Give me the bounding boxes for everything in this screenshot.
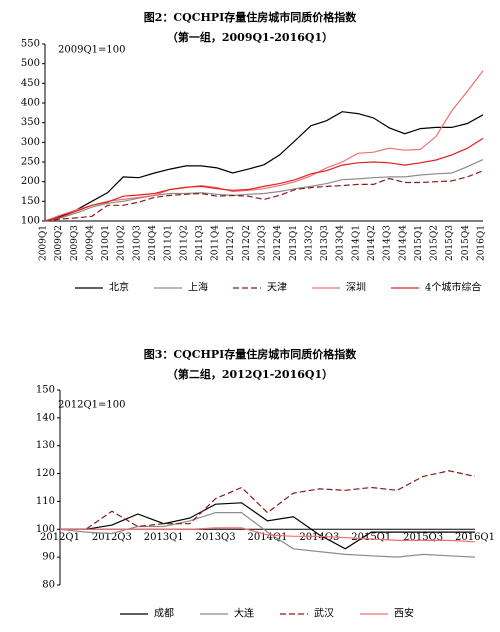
x-tick-label: 2012Q1 (226, 225, 236, 261)
annotation: 2012Q1=100 (58, 400, 125, 411)
x-tick-label: 2011Q4 (211, 225, 221, 261)
y-tick-label: 90 (42, 552, 55, 563)
x-tick-label: 2015Q1 (351, 532, 391, 543)
legend-label: 上海 (188, 281, 208, 294)
x-tick-label: 2009Q3 (70, 225, 80, 261)
x-tick-label: 2014Q2 (367, 225, 377, 261)
x-tick-label: 2015Q2 (430, 225, 440, 261)
x-tick-label: 2014Q1 (351, 225, 361, 261)
x-tick-label: 2013Q3 (320, 225, 330, 261)
chart-subtitle: （第一组，2009Q1-2016Q1） (167, 30, 333, 44)
legend-label: 大连 (234, 607, 254, 620)
legend-label: 北京 (109, 281, 129, 294)
chart-subtitle: （第二组，2012Q1-2016Q1） (167, 367, 333, 381)
annotation: 2009Q1=100 (58, 45, 125, 56)
y-tick-label: 150 (36, 385, 55, 396)
x-tick-label: 2014Q4 (398, 225, 408, 261)
series-line (44, 170, 484, 222)
x-tick-label: 2011Q1 (164, 225, 174, 261)
x-tick-label: 2009Q2 (54, 225, 64, 261)
y-tick-label: 300 (21, 137, 40, 148)
x-tick-label: 2012Q4 (273, 225, 283, 261)
y-tick-label: 500 (21, 58, 40, 69)
y-tick-label: 200 (21, 176, 40, 187)
y-tick-label: 80 (42, 580, 55, 591)
y-tick-label: 450 (21, 78, 40, 89)
y-tick-label: 100 (36, 524, 55, 535)
chart-title: 图3：CQCHPI存量住房城市同质价格指数 (144, 347, 358, 361)
x-tick-label: 2009Q4 (85, 225, 95, 261)
x-tick-label: 2011Q3 (195, 225, 205, 261)
legend-label: 武汉 (314, 607, 334, 620)
x-tick-label: 2010Q2 (117, 225, 127, 261)
y-tick-label: 250 (21, 157, 40, 168)
x-tick-label: 2009Q1 (39, 225, 49, 261)
y-tick-label: 400 (21, 98, 40, 109)
legend-label: 成都 (154, 608, 174, 620)
y-tick-label: 100 (21, 216, 40, 227)
series-line (44, 111, 484, 222)
x-tick-label: 2016Q1 (455, 532, 495, 543)
x-tick-label: 2013Q3 (196, 532, 236, 543)
x-tick-label: 2013Q1 (144, 532, 184, 543)
chart-title: 图2：CQCHPI存量住房城市同质价格指数 (144, 10, 358, 24)
x-tick-label: 2014Q3 (383, 225, 393, 261)
x-tick-label: 2015Q1 (414, 225, 424, 261)
x-tick-label: 2012Q3 (92, 532, 132, 543)
x-tick-label: 2013Q4 (336, 225, 346, 261)
x-tick-label: 2012Q3 (258, 225, 268, 261)
series-line (44, 70, 484, 222)
x-tick-label: 2015Q4 (461, 225, 471, 261)
y-tick-label: 150 (21, 196, 40, 207)
series-line (44, 159, 484, 222)
x-tick-label: 2010Q3 (132, 225, 142, 261)
x-tick-label: 2012Q2 (242, 225, 252, 261)
x-tick-label: 2014Q3 (299, 532, 339, 543)
x-tick-label: 2015Q3 (403, 532, 443, 543)
series-line (60, 470, 476, 530)
x-tick-label: 2013Q1 (289, 225, 299, 261)
x-tick-label: 2015Q3 (445, 225, 455, 261)
y-tick-label: 550 (21, 39, 40, 50)
series-line (60, 527, 476, 543)
series-line (44, 137, 484, 222)
legend-label: 西安 (394, 607, 414, 620)
series-line (60, 502, 475, 550)
x-tick-label: 2012Q1 (40, 532, 80, 543)
y-tick-label: 140 (36, 412, 55, 423)
legend-label: 天津 (267, 282, 287, 294)
x-tick-label: 2013Q2 (304, 225, 314, 261)
x-tick-label: 2016Q1 (477, 225, 487, 261)
legend-label: 4个城市综合 (425, 281, 481, 294)
y-tick-label: 350 (21, 117, 40, 128)
x-tick-label: 2014Q1 (247, 532, 287, 543)
y-tick-label: 120 (36, 468, 55, 479)
x-tick-label: 2010Q1 (101, 225, 111, 261)
legend-label: 深圳 (346, 282, 366, 294)
x-tick-label: 2010Q4 (148, 225, 158, 261)
y-tick-label: 130 (36, 440, 55, 451)
x-tick-label: 2011Q2 (179, 225, 189, 261)
y-tick-label: 110 (36, 496, 55, 507)
